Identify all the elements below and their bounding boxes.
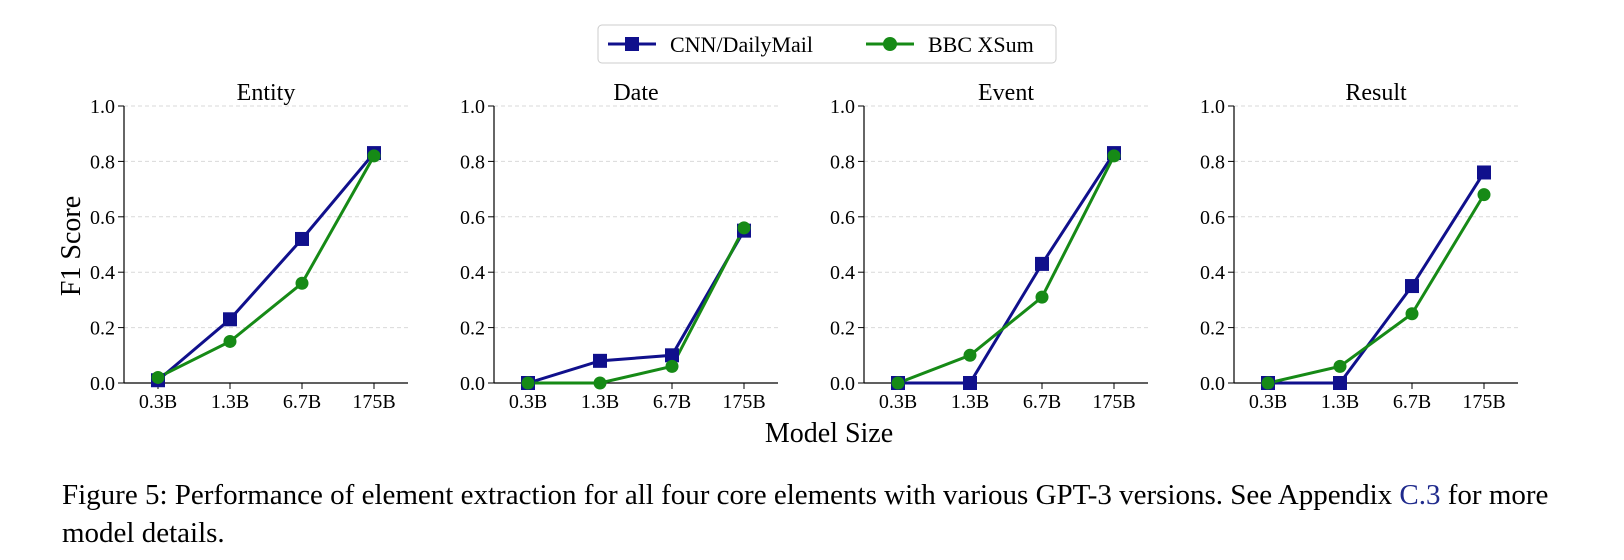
data-point-cnn-dailymail bbox=[1333, 376, 1347, 390]
y-tick-label: 0.4 bbox=[1200, 262, 1225, 284]
series-line-bbc-xsum bbox=[897, 155, 1116, 385]
x-axis-label: Model Size bbox=[765, 418, 893, 449]
data-point-cnn-dailymail bbox=[223, 312, 237, 327]
data-point-bbc-xsum bbox=[1261, 376, 1275, 390]
y-tick-label: 0.2 bbox=[830, 318, 855, 340]
data-point-bbc-xsum bbox=[737, 221, 751, 235]
y-tick-label: 1.0 bbox=[90, 96, 115, 118]
legend-box bbox=[597, 24, 1057, 64]
x-tick-label: 6.7B bbox=[653, 391, 691, 413]
caption-text-end: for more model details. bbox=[62, 479, 1549, 549]
data-point-bbc-xsum bbox=[521, 376, 535, 390]
data-point-cnn-dailymail bbox=[1405, 279, 1419, 294]
legend-entry-1: BBC XSum bbox=[866, 32, 1034, 57]
y-tick-label: 0.2 bbox=[90, 318, 115, 340]
x-tick-label: 0.3B bbox=[1249, 391, 1287, 413]
series-line-bbc-xsum bbox=[528, 227, 746, 385]
legend-label: CNN/DailyMail bbox=[670, 32, 813, 57]
data-point-cnn-dailymail bbox=[1035, 256, 1049, 271]
y-tick-label: 0.0 bbox=[830, 373, 855, 395]
panel-result: 0.0 0.2 0.4 0.6 0.8 1.0 0.3B 1.3B 6.7B 175B Result bbox=[1200, 80, 1518, 413]
x-tick-label: 0.3B bbox=[139, 391, 177, 413]
data-point-bbc-xsum bbox=[1333, 359, 1347, 373]
x-tick-label: 0.3B bbox=[879, 391, 917, 413]
panel-title: Date bbox=[613, 80, 658, 106]
series-line-cnn-dailymail bbox=[898, 152, 1116, 385]
data-point-bbc-xsum bbox=[367, 149, 381, 163]
x-tick-label: 1.3B bbox=[581, 391, 619, 413]
data-point-bbc-xsum bbox=[151, 370, 165, 384]
x-tick-label: 0.3B bbox=[509, 391, 547, 413]
y-tick-label: 0.6 bbox=[460, 207, 485, 229]
data-point-cnn-dailymail bbox=[665, 348, 679, 363]
data-point-bbc-xsum bbox=[1405, 307, 1419, 321]
data-point-cnn-dailymail bbox=[963, 376, 977, 390]
legend-entry-0: CNN/DailyMail bbox=[608, 32, 813, 57]
y-tick-label: 0.2 bbox=[1200, 318, 1225, 340]
x-tick-label: 175B bbox=[352, 391, 395, 413]
y-tick-label: 0.8 bbox=[1200, 151, 1225, 173]
y-tick-label: 0.0 bbox=[90, 373, 115, 395]
y-tick-label: 1.0 bbox=[460, 96, 485, 118]
y-tick-label: 0.8 bbox=[460, 151, 485, 173]
y-axis-label: F1 Score bbox=[56, 196, 87, 296]
panel-title: Result bbox=[1345, 80, 1407, 106]
x-tick-label: 1.3B bbox=[211, 391, 249, 413]
y-tick-label: 0.2 bbox=[460, 318, 485, 340]
appendix-link[interactable]: C.3 bbox=[1399, 479, 1441, 511]
data-point-bbc-xsum bbox=[665, 359, 679, 373]
y-tick-label: 1.0 bbox=[830, 96, 855, 118]
y-tick-label: 0.4 bbox=[460, 262, 485, 284]
data-point-bbc-xsum bbox=[891, 376, 905, 390]
data-point-bbc-xsum bbox=[223, 334, 237, 348]
y-tick-label: 0.0 bbox=[460, 373, 485, 395]
y-tick-label: 0.6 bbox=[1200, 207, 1225, 229]
series-line-cnn-dailymail bbox=[157, 152, 376, 382]
data-point-cnn-dailymail bbox=[295, 231, 309, 246]
figure-svg: CNN/DailyMail BBC XSum 0.0 0.2 0.4 0.6 0.8 1.0… bbox=[56, 24, 1518, 449]
legend-label: BBC XSum bbox=[928, 32, 1034, 57]
y-tick-label: 0.8 bbox=[830, 151, 855, 173]
y-tick-label: 0.4 bbox=[90, 262, 115, 284]
panel-date: 0.0 0.2 0.4 0.6 0.8 1.0 0.3B 1.3B 6.7B 175B Date bbox=[460, 80, 778, 413]
series-line-bbc-xsum bbox=[157, 155, 376, 379]
y-tick-label: 0.0 bbox=[1200, 373, 1225, 395]
panel-title: Event bbox=[978, 80, 1034, 106]
data-point-bbc-xsum bbox=[1477, 188, 1491, 202]
data-point-bbc-xsum bbox=[963, 348, 977, 362]
x-tick-label: 6.7B bbox=[1023, 391, 1061, 413]
data-point-bbc-xsum bbox=[1107, 149, 1121, 163]
y-tick-label: 0.8 bbox=[90, 151, 115, 173]
x-tick-label: 1.3B bbox=[951, 391, 989, 413]
panel-event: 0.0 0.2 0.4 0.6 0.8 1.0 0.3B 1.3B 6.7B 175B Event bbox=[830, 80, 1148, 413]
x-tick-label: 6.7B bbox=[283, 391, 321, 413]
series-line-cnn-dailymail bbox=[527, 229, 746, 385]
legend-square-marker bbox=[625, 37, 639, 51]
x-tick-label: 175B bbox=[1462, 391, 1505, 413]
figure-caption: Figure 5: Performance of element extract… bbox=[62, 476, 1582, 552]
y-tick-label: 0.4 bbox=[830, 262, 855, 284]
data-point-bbc-xsum bbox=[1035, 290, 1049, 304]
x-tick-label: 175B bbox=[722, 391, 765, 413]
panel-entity: 0.0 0.2 0.4 0.6 0.8 1.0 0.3B 1.3B 6.7B 175B Entity bbox=[90, 80, 408, 413]
x-tick-label: 175B bbox=[1092, 391, 1135, 413]
y-tick-label: 0.6 bbox=[830, 207, 855, 229]
x-tick-label: 6.7B bbox=[1393, 391, 1431, 413]
panel-title: Entity bbox=[237, 80, 296, 106]
data-point-bbc-xsum bbox=[295, 276, 309, 290]
legend-circle-marker bbox=[883, 37, 897, 51]
data-point-cnn-dailymail bbox=[1477, 165, 1491, 180]
legend: CNN/DailyMail BBC XSum bbox=[597, 24, 1057, 64]
data-point-cnn-dailymail bbox=[593, 353, 607, 368]
y-tick-label: 1.0 bbox=[1200, 96, 1225, 118]
caption-text: Figure 5: Performance of element extract… bbox=[62, 479, 1400, 511]
panels: 0.0 0.2 0.4 0.6 0.8 1.0 0.3B 1.3B 6.7B 175B Entity… bbox=[90, 80, 1518, 413]
series-line-cnn-dailymail bbox=[1268, 171, 1486, 385]
x-tick-label: 1.3B bbox=[1321, 391, 1359, 413]
y-tick-label: 0.6 bbox=[90, 207, 115, 229]
data-point-bbc-xsum bbox=[593, 376, 607, 390]
series-line-bbc-xsum bbox=[1267, 193, 1486, 385]
